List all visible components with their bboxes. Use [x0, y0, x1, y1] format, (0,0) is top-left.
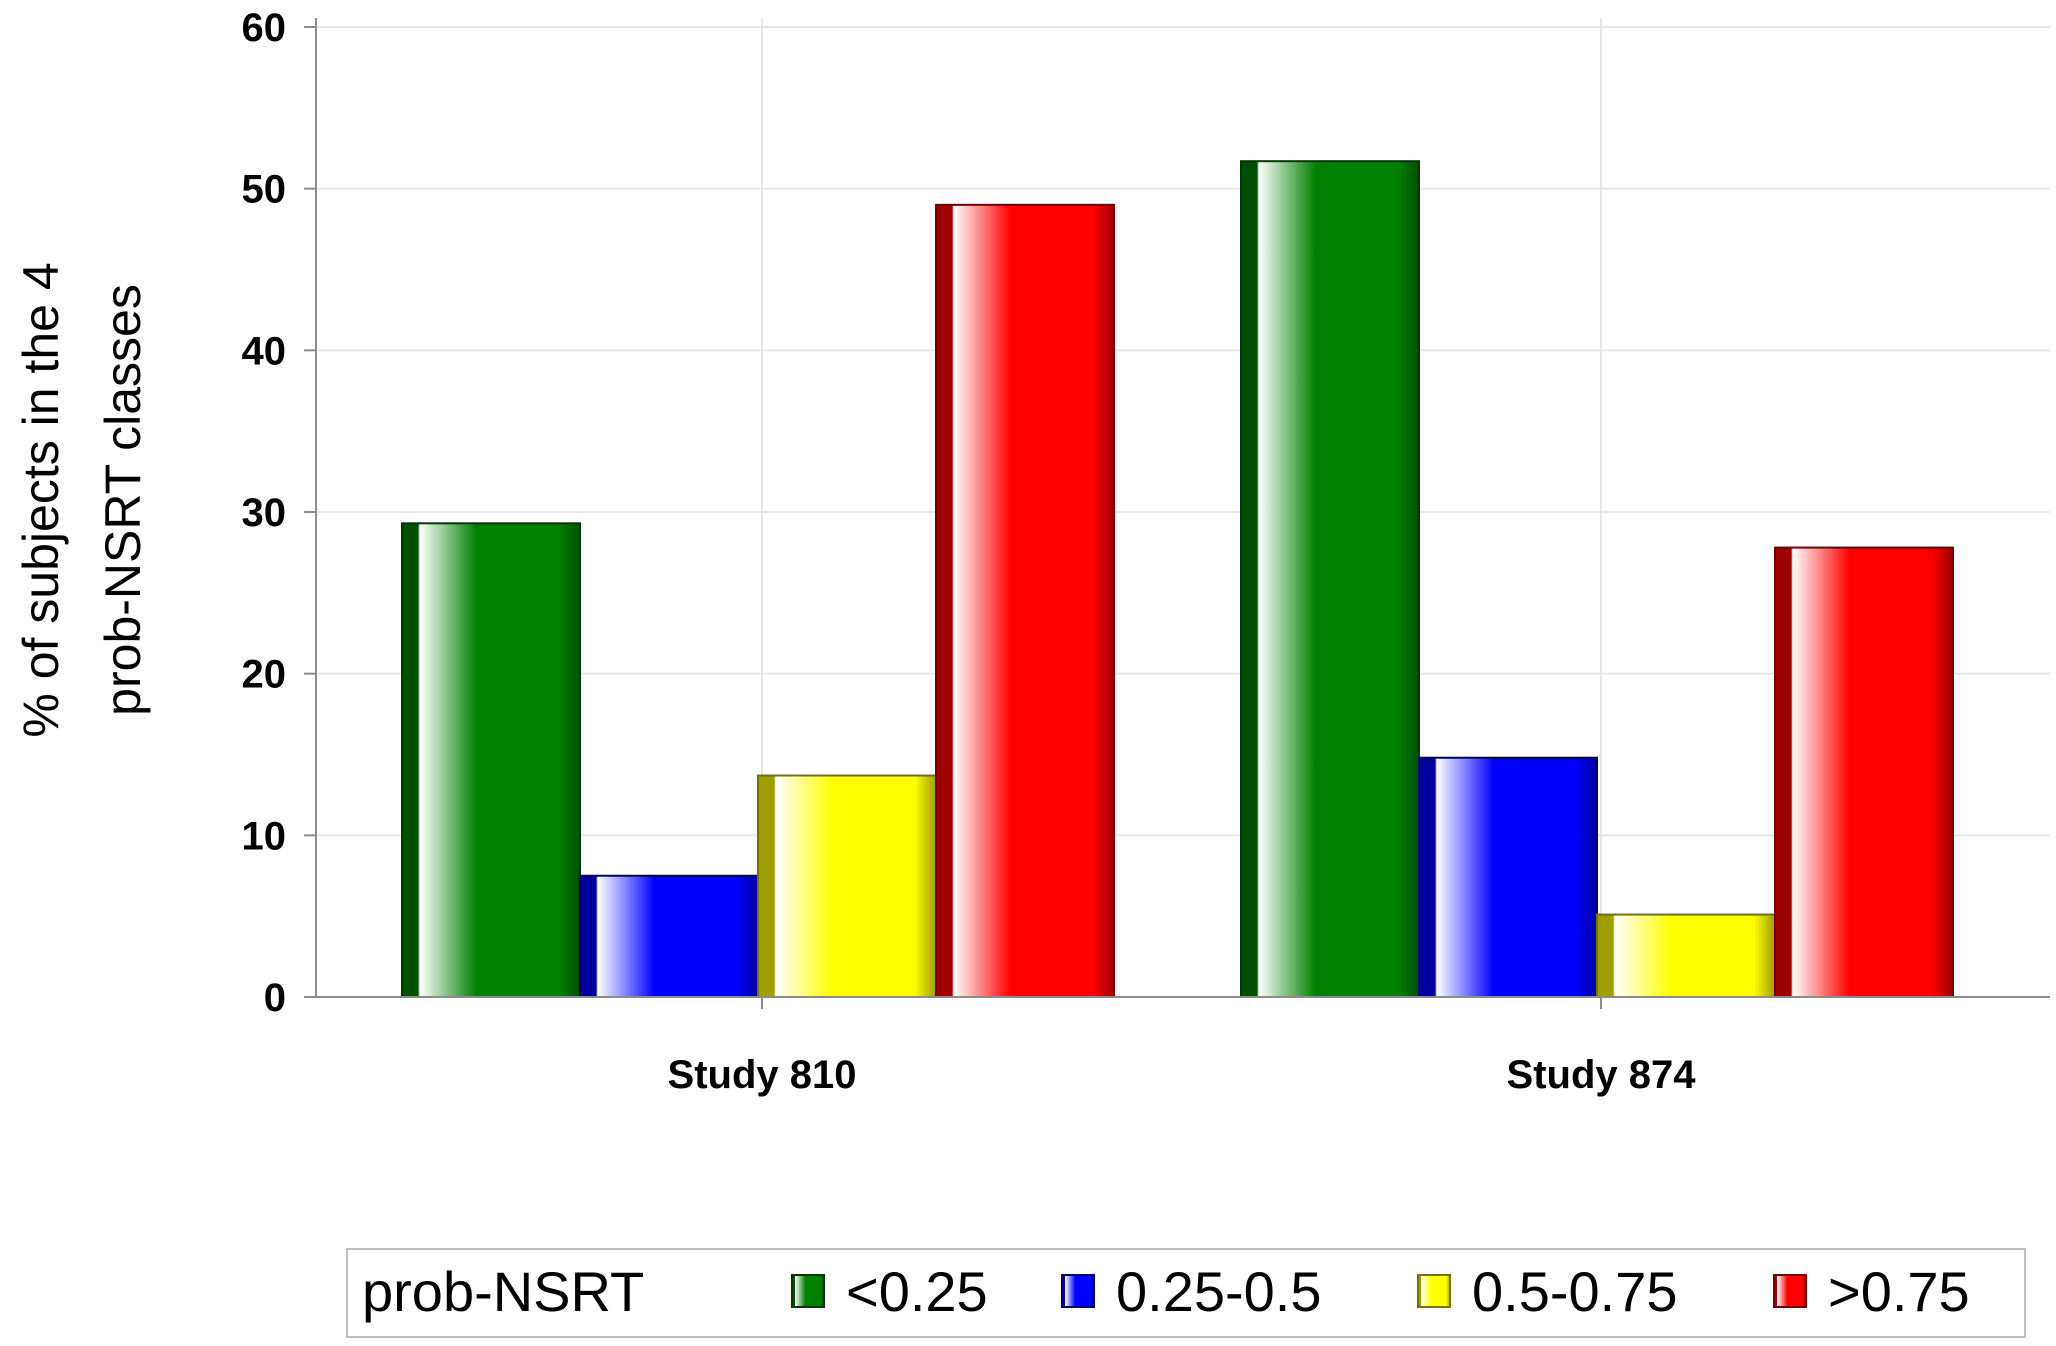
y-tick-label: 60: [242, 6, 287, 50]
bar: [1596, 913, 1776, 998]
y-tick-label: 20: [242, 653, 287, 697]
y-tick-label: 10: [242, 814, 287, 858]
bar: [1418, 756, 1598, 998]
legend-swatch: [791, 1274, 825, 1308]
legend-box: [346, 1248, 2026, 1338]
y-tick-label: 40: [242, 329, 287, 373]
y-axis-title: % of subjects in the 4 prob-NSRT classes: [13, 262, 151, 737]
y-tick-label: 30: [242, 491, 287, 535]
bar: [401, 522, 581, 998]
legend-label: 0.5-0.75: [1472, 1260, 1678, 1323]
axes: [304, 18, 2050, 1009]
legend-label: 0.25-0.5: [1116, 1260, 1322, 1323]
bar: [757, 774, 937, 998]
legend-label: <0.25: [846, 1260, 988, 1323]
y-tick-label: 0: [264, 976, 286, 1020]
legend: prob-NSRT <0.25 0.25-0.5 0.5-0.75 >0.75: [346, 1248, 2026, 1338]
bar: [1774, 546, 1954, 998]
bar: [1240, 160, 1420, 998]
bars: [401, 160, 1954, 999]
x-tick-label: Study 810: [668, 1053, 857, 1097]
legend-swatch: [1773, 1274, 1807, 1308]
legend-swatch: [1417, 1274, 1451, 1308]
legend-swatch: [1061, 1274, 1095, 1308]
bar: [935, 203, 1115, 999]
y-tick-label: 50: [242, 168, 287, 212]
legend-label: >0.75: [1828, 1260, 1970, 1323]
x-tick-label: Study 874: [1507, 1053, 1697, 1097]
grid-lines: [316, 18, 2050, 997]
legend-title: prob-NSRT: [362, 1260, 644, 1323]
axis-labels: 0 10 20 30 40 50 60 Study 810 Study 874 % of subj…: [13, 6, 1696, 1097]
bar: [579, 874, 759, 998]
